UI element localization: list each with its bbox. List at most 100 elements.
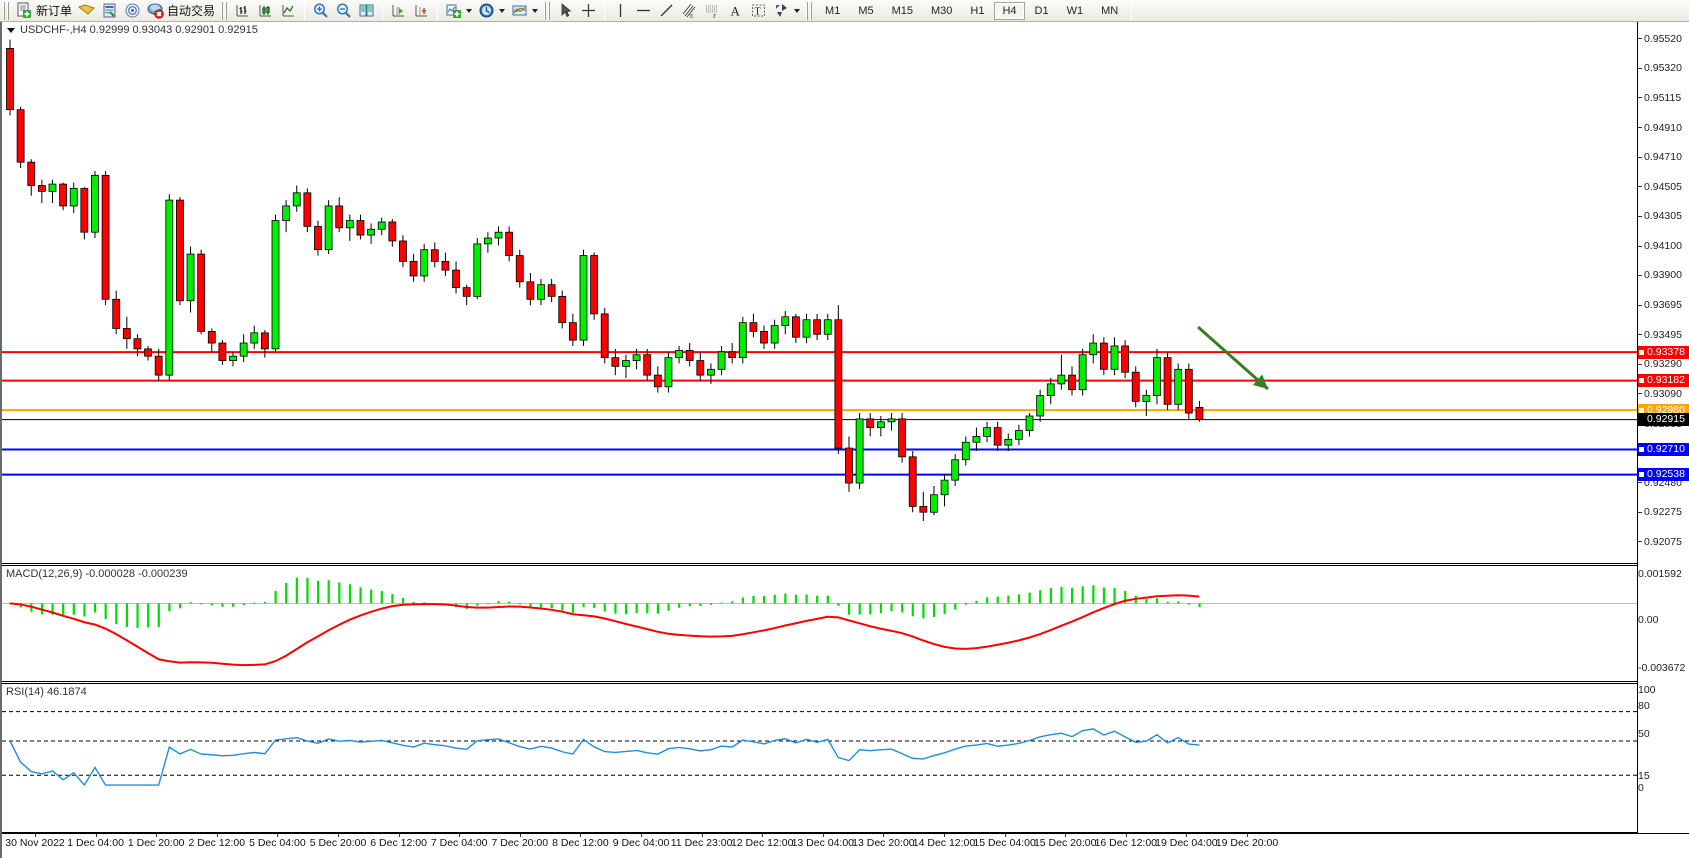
text-label-button[interactable]: A: [724, 1, 747, 21]
chevron-down-icon-indicator[interactable]: [466, 8, 473, 13]
rsi-axis-tick: 0: [1638, 782, 1689, 794]
period-button[interactable]: [475, 1, 508, 21]
macd-histogram-bar: [869, 603, 872, 615]
toolbar-grip-4[interactable]: [806, 1, 814, 20]
arrow-annotation[interactable]: [1197, 325, 1269, 391]
timeframe-button-h4[interactable]: H4: [994, 1, 1025, 20]
equidistant-channel-button[interactable]: E: [678, 1, 701, 21]
candlestick: [112, 290, 121, 335]
candlestick: [738, 316, 747, 364]
price-axis-tick: 0.92075: [1638, 536, 1689, 548]
price-label-value: 0.92915: [1647, 413, 1685, 426]
candlestick: [133, 334, 142, 357]
rsi-pane[interactable]: RSI(14) 46.1874: [2, 683, 1637, 833]
price-pane[interactable]: USDCHF-,H4 0.92999 0.93043 0.92901 0.929…: [2, 22, 1637, 564]
navigator-button[interactable]: [121, 1, 144, 21]
zoom-out-button[interactable]: [332, 1, 355, 21]
candlestick: [1131, 366, 1140, 408]
trendline-button[interactable]: [655, 1, 678, 21]
macd-histogram-bar: [1092, 585, 1095, 604]
macd-axis-tick-label: 0.001592: [1638, 568, 1682, 580]
macd-histogram-bar: [285, 582, 288, 604]
price-axis-tick: 0.92275: [1638, 506, 1689, 518]
timeframe-button-mn[interactable]: MN: [1101, 4, 1119, 17]
cursor-button[interactable]: [554, 1, 577, 21]
macd-histogram-bar: [1177, 601, 1180, 604]
price-label-current[interactable]: 0.92915: [1638, 413, 1689, 427]
macd-pane[interactable]: MACD(12,26,9) -0.000028 -0.000239: [2, 565, 1637, 682]
macd-histogram-bar: [221, 603, 224, 607]
toolbar-grip-2[interactable]: [221, 1, 229, 20]
candlestick: [1089, 334, 1098, 364]
macd-histogram-bar: [1187, 603, 1191, 605]
crosshair-button[interactable]: [577, 1, 600, 21]
timeframe-button-w1[interactable]: W1: [1066, 4, 1084, 17]
candlestick: [165, 194, 174, 381]
horizontal-line-button[interactable]: [632, 1, 655, 21]
macd-histogram-bar: [561, 603, 564, 611]
candlestick: [590, 252, 598, 320]
time-axis[interactable]: 30 Nov 2022 1 Dec 04:00 1 Dec 20:00 2 Dec 1…: [2, 833, 1689, 858]
timeframe-button-h1[interactable]: H1: [970, 4, 985, 17]
candlestick: [345, 214, 354, 241]
candlestick: [144, 345, 152, 361]
candlestick: [1184, 363, 1193, 419]
price-label-value: 0.93182: [1647, 374, 1685, 387]
chart-window[interactable]: USDCHF-,H4 0.92999 0.93043 0.92901 0.929…: [0, 22, 1689, 858]
price-label-resistance[interactable]: 0.93182: [1638, 374, 1689, 388]
rsi-axis-tick-label: 80: [1638, 700, 1650, 712]
toolbar-grip[interactable]: [3, 1, 10, 20]
candlestick-chart-button[interactable]: [254, 1, 277, 21]
candlestick: [324, 200, 333, 255]
price-axis-tick-label: 0.94100: [1644, 240, 1682, 253]
new-order-button[interactable]: 新订单: [13, 1, 75, 21]
price-label-resistance[interactable]: 0.93378: [1638, 345, 1689, 359]
autotrading-button[interactable]: 自动交易: [144, 1, 218, 21]
price-label-support[interactable]: 0.92710: [1638, 443, 1689, 457]
text-box-button[interactable]: T: [747, 1, 770, 21]
add-indicator-button[interactable]: [442, 1, 475, 21]
terminal-button[interactable]: [98, 1, 121, 21]
line-chart-button[interactable]: [277, 1, 300, 21]
shapes-button[interactable]: [770, 1, 803, 21]
timeframe-button-m1[interactable]: M1: [825, 4, 841, 17]
chevron-down-icon-templates[interactable]: [532, 8, 539, 13]
time-axis-tick-mark: [398, 834, 400, 837]
price-label-support[interactable]: 0.92538: [1638, 468, 1689, 482]
candlestick: [845, 436, 853, 492]
bar-chart-button[interactable]: [231, 1, 254, 21]
rsi-axis-tick-label: 100: [1638, 684, 1656, 696]
auto-scroll-button[interactable]: [410, 1, 433, 21]
price-axis-tick: 0.93900: [1638, 269, 1689, 281]
price-axis-tick-label: 0.93900: [1644, 269, 1682, 282]
timeframe-button-m30[interactable]: M30: [931, 4, 953, 17]
candlestick: [27, 159, 36, 196]
tile-windows-button[interactable]: [355, 1, 378, 21]
time-axis-tick-label: 8 Dec 12:00: [552, 837, 609, 849]
zoom-in-button[interactable]: [309, 1, 332, 21]
toolbar-grip-3[interactable]: [544, 1, 552, 20]
candlestick: [685, 343, 694, 367]
shift-end-button[interactable]: [387, 1, 410, 21]
timeframe-button-m15[interactable]: M15: [891, 4, 913, 17]
macd-histogram-bar: [709, 603, 713, 605]
folder-button[interactable]: [75, 1, 98, 21]
chevron-down-icon-shapes[interactable]: [794, 8, 801, 13]
chevron-down-icon-period[interactable]: [499, 8, 506, 13]
templates-button[interactable]: [508, 1, 541, 21]
time-axis-tick-label: 19 Dec 04:00: [1155, 837, 1218, 849]
timeframe-button-d1[interactable]: D1: [1034, 4, 1049, 17]
symbol-dropdown-icon[interactable]: [7, 28, 15, 33]
candlestick: [483, 232, 492, 253]
price-axis-tick-label: 0.95520: [1644, 33, 1682, 46]
macd-histogram-bar: [253, 602, 256, 604]
macd-histogram-bar: [678, 603, 681, 608]
timeframe-button-m5[interactable]: M5: [858, 4, 874, 17]
vertical-line-button[interactable]: [609, 1, 632, 21]
price-axis[interactable]: 0.95520 0.95320 0.95115 0.94910 0.94710 0.945…: [1637, 22, 1689, 833]
candlestick: [473, 238, 482, 300]
candlestick: [855, 413, 864, 489]
fibonacci-button[interactable]: F: [701, 1, 724, 21]
macd-histogram-bar: [1060, 586, 1063, 604]
rsi-axis-tick-label: 50: [1638, 728, 1650, 740]
